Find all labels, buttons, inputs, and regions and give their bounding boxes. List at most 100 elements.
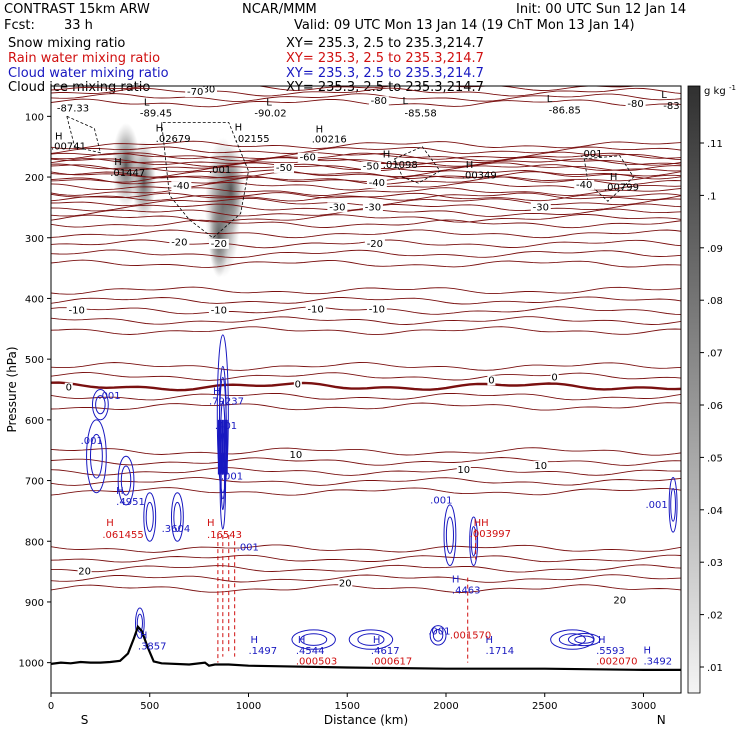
extremum-label: L <box>266 97 272 108</box>
isotherm-label-bg <box>197 86 218 95</box>
field-name-snow: Snow mixing ratio <box>8 36 126 51</box>
extremum-label: H <box>373 635 381 646</box>
extremum-label: H <box>140 630 148 641</box>
extremum-label: -83. <box>663 101 683 112</box>
extremum-label: .001 <box>221 471 243 482</box>
extremum-label: .001 <box>237 542 259 553</box>
isotherm-label: 10 <box>457 465 470 476</box>
isotherm-line <box>51 326 681 336</box>
isotherm-label-bg <box>208 305 229 316</box>
isotherm-line <box>51 151 681 160</box>
field-name-rain: Rain water mixing ratio <box>8 51 161 66</box>
cloud-water-contour <box>89 433 103 479</box>
cloud-water-contour <box>445 516 454 554</box>
x-tick-label: 1000 <box>236 701 261 712</box>
cloud-ice-contour <box>583 155 635 202</box>
isotherm-line <box>51 78 683 86</box>
colorbar-tick-label: .07 <box>707 349 723 360</box>
isotherm-label: -30 <box>329 202 345 213</box>
isotherm-label-bg <box>169 237 190 248</box>
extremum-label: .16543 <box>207 530 242 541</box>
isotherm-line <box>51 447 681 456</box>
isotherm-label-bg <box>362 202 383 213</box>
extremum-label: H <box>250 635 258 646</box>
isotherm-line <box>51 296 681 305</box>
extremum-label: -89.45 <box>140 108 172 119</box>
isotherm-line <box>51 219 681 229</box>
extremum-label: .79237 <box>209 397 244 408</box>
isotherm-label: -80 <box>371 96 387 107</box>
cloud-water-contour <box>117 455 135 506</box>
valid-time: Valid: 09 UTC Mon 13 Jan 14 (19 ChT Mon … <box>294 18 635 33</box>
cloud-water-contour <box>550 629 595 650</box>
isotherm-label: -20 <box>171 238 187 249</box>
isotherm-label: 10 <box>534 461 547 472</box>
y-tick-label: 700 <box>25 477 44 488</box>
extremum-label: H <box>316 125 324 136</box>
cloud-water-contour <box>567 633 601 647</box>
cloud-water-contour <box>145 501 154 533</box>
isotherm-label: -80 <box>199 85 215 96</box>
isotherm-label: -20 <box>211 239 227 250</box>
extremum-label: H <box>466 160 474 171</box>
extremum-label: .00741 <box>51 142 86 153</box>
extremum-label: .001 <box>81 436 103 447</box>
colorbar-tick-label: .01 <box>707 663 723 674</box>
cloud-water-contour <box>143 492 157 542</box>
isotherm-label: 20 <box>339 579 352 590</box>
extremum-label: .000503 <box>296 656 337 667</box>
extremum-label: H <box>55 131 63 142</box>
model-title: CONTRAST 15km ARW <box>4 2 150 17</box>
isotherm-label-bg <box>364 238 385 249</box>
field-xy-rain: XY= 235.3, 2.5 to 235.3,214.7 <box>286 51 484 66</box>
cloud-water-contour <box>86 419 107 494</box>
isotherm-label-bg <box>327 202 348 213</box>
cloud-water-contour <box>300 633 328 646</box>
extremum-label: -86.85 <box>549 105 581 116</box>
colorbar-unit: g kg <box>704 86 726 97</box>
isotherm-line <box>51 381 681 392</box>
isotherm-line <box>51 169 681 178</box>
extremum-label: .02679 <box>156 134 191 145</box>
forecast-label: Fcst: <box>4 18 35 33</box>
cloud-water-contour <box>558 633 586 646</box>
isotherm-line <box>51 372 681 381</box>
isotherm-label: 0 <box>488 375 494 386</box>
isotherm-label-bg <box>297 152 318 163</box>
isotherm-label-bg <box>574 179 595 190</box>
colorbar-tick-label: .05 <box>707 453 723 464</box>
cloud-water-contour <box>668 477 678 533</box>
isotherm-label-bg <box>456 465 471 476</box>
y-tick-label: 300 <box>25 234 44 245</box>
extremum-label: H <box>298 635 306 646</box>
extremum-label: .02155 <box>235 134 270 145</box>
extremum-label: .3492 <box>643 656 672 667</box>
extremum-label: H <box>213 386 221 397</box>
isotherm-label-bg <box>533 460 548 471</box>
isotherm-line <box>51 554 681 563</box>
cloud-water-contour <box>216 334 229 494</box>
isotherm-line <box>51 402 681 411</box>
colorbar-tick-label: .04 <box>707 506 723 517</box>
extremum-label: .001 <box>428 627 450 638</box>
cloud-water-contour <box>357 633 385 646</box>
extremum-label: .1497 <box>248 646 277 657</box>
cloud-water-contour <box>429 625 447 646</box>
isotherm-line <box>51 564 681 573</box>
init-time: Init: 00 UTC Sun 12 Jan 14 <box>516 2 687 17</box>
colorbar-tick-label: .09 <box>707 244 723 255</box>
extremum-label: .1714 <box>485 646 514 657</box>
isotherm-label-bg <box>487 375 496 386</box>
isotherm-label: 0 <box>551 372 557 383</box>
isotherm-label: -10 <box>69 306 85 317</box>
extremum-label: H <box>643 646 651 657</box>
x-tick-label: 2500 <box>532 701 557 712</box>
isotherm-label: -60 <box>300 153 316 164</box>
extremum-label: .001570 <box>450 630 491 641</box>
extremum-label: .01098 <box>383 160 418 171</box>
extremum-label: .01447 <box>110 168 145 179</box>
isotherm-line <box>51 544 681 553</box>
field-xy-cloud-ice: XY= 235.3, 2.5 to 235.3,214.7 <box>286 80 484 95</box>
extremum-label: .00349 <box>462 170 497 181</box>
